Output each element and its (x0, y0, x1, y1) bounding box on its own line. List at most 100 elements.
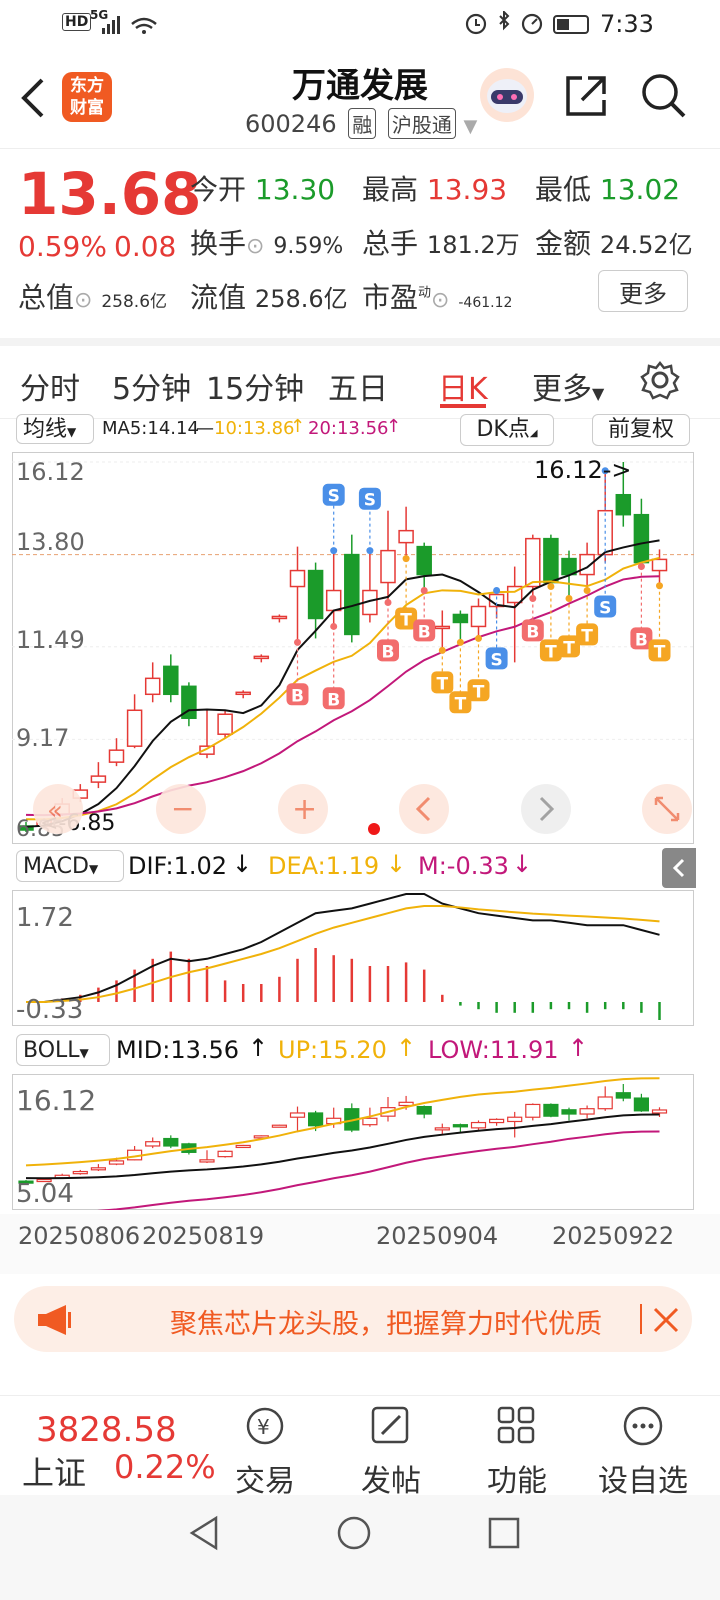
zoom-in-button[interactable] (278, 784, 328, 834)
x-label-4: 20250922 (552, 1222, 675, 1250)
turnover-label: 换手 (190, 227, 247, 260)
boll-candle-body (36, 1178, 52, 1183)
tab-intraday[interactable]: 分时 (20, 372, 80, 407)
pe-value: -461.12 (458, 295, 513, 311)
app-logo[interactable]: 东方 财富 (62, 72, 112, 122)
more-quote-button[interactable]: 更多 (598, 270, 688, 312)
tab-more[interactable]: 更多▼ (532, 364, 604, 408)
share-icon[interactable] (562, 72, 610, 120)
ma10-value: 10:13.86 (214, 418, 295, 439)
signal-badge-b (521, 619, 544, 642)
home-circle-icon[interactable] (336, 1515, 372, 1551)
signal-dot (583, 587, 591, 595)
signal-dot (384, 598, 392, 606)
network-badge: HD (62, 13, 92, 31)
nav-post[interactable]: 发帖 (336, 1404, 446, 1500)
search-icon[interactable] (638, 70, 688, 120)
nav-function[interactable]: 功能 (462, 1404, 572, 1500)
signal-dot (493, 587, 501, 595)
macd-chart[interactable]: 1.72 -0.33 (12, 890, 694, 1026)
info-icon[interactable]: ⊙ (74, 288, 93, 313)
signal-dot (330, 622, 338, 630)
boll-selector[interactable]: BOLL▼ (16, 1034, 110, 1066)
zoom-out-button[interactable] (156, 784, 206, 834)
stock-code-row[interactable]: 600246 融 沪股通 ▼ (245, 108, 477, 139)
bottom-nav: 3828.58 上证 0.22% ¥ 交易 发帖 功能 设自选 (0, 1395, 720, 1499)
boll-candle-body (362, 1117, 378, 1126)
back-triangle-icon[interactable] (186, 1515, 222, 1551)
adjust-button[interactable]: 前复权 (592, 414, 690, 446)
signal-dot (529, 595, 537, 603)
signal-label: T (455, 694, 467, 714)
candle-body (289, 569, 306, 588)
signal-label: S (364, 491, 376, 511)
margin-tag: 融 (348, 108, 377, 139)
signal-badge-s (358, 487, 381, 510)
index-name[interactable]: 上证 (22, 1454, 87, 1492)
tab-5min[interactable]: 5分钟 (112, 372, 192, 407)
boll-candle-body (398, 1101, 414, 1107)
pe-label: 市盈 (362, 281, 419, 314)
tab-5day[interactable]: 五日 (328, 372, 388, 407)
connect-tag: 沪股通 (387, 108, 456, 139)
signal-badge-b (413, 619, 436, 642)
recents-square-icon[interactable] (486, 1515, 522, 1551)
boll-candle-body (108, 1160, 125, 1165)
plus-icon: + (292, 792, 317, 827)
signal-label: T (473, 682, 485, 702)
gear-icon[interactable] (640, 360, 680, 400)
collapse-tab[interactable] (662, 848, 696, 888)
macd-y-top: 1.72 (16, 903, 74, 933)
chart-controls: « − + (33, 784, 692, 835)
m-down-arrow: ↓ (512, 850, 533, 878)
candle-body (199, 745, 215, 755)
ma-selector[interactable]: 均线▼ (16, 414, 94, 444)
dea-down-arrow: ↓ (386, 850, 407, 878)
ma5-dash: — (196, 418, 214, 439)
robot-assistant-icon[interactable] (478, 66, 536, 124)
float-value: 258.6亿 (254, 285, 348, 313)
signal-dot (456, 638, 464, 646)
signal-badge-b (322, 687, 345, 710)
back-icon[interactable] (18, 76, 48, 120)
candle-body (452, 613, 469, 624)
kline-frame (12, 452, 694, 844)
macd-frame (12, 890, 694, 1026)
signal-label: S (328, 487, 340, 507)
boll-chart[interactable]: 16.12 5.04 (12, 1074, 694, 1210)
boll-candle-body (18, 1180, 34, 1184)
chevron-left-icon (415, 796, 431, 822)
boll-candle-body (163, 1137, 179, 1147)
tab-daily-k[interactable]: 日K (438, 372, 488, 407)
close-icon[interactable] (652, 1306, 680, 1334)
nav-watchlist[interactable]: 设自选 (588, 1404, 698, 1500)
info-icon[interactable]: ⊙ (246, 234, 265, 259)
info-icon[interactable]: ⊙ (431, 288, 450, 313)
next-button[interactable] (521, 784, 571, 834)
boll-up-arrow: ↑ (396, 1034, 417, 1062)
boll-mid-value: MID:13.56 (116, 1036, 240, 1064)
dk-point-label: DK点 (476, 417, 530, 442)
signal-dot (601, 467, 609, 475)
promo-banner[interactable]: 聚焦芯片龙头股，把握算力时代优质 (14, 1286, 692, 1352)
change-percent: 0.59% (18, 230, 107, 263)
macd-selector[interactable]: MACD▼ (16, 850, 124, 882)
index-value[interactable]: 3828.58 (36, 1410, 177, 1450)
boll-low-line (97, 1130, 660, 1210)
signal-label: B (526, 622, 539, 642)
candle-body (525, 537, 541, 588)
corner-arrow-icon: ◢ (529, 428, 538, 439)
prev-button[interactable] (399, 784, 449, 834)
candle-body (217, 713, 233, 735)
tab-15min[interactable]: 15分钟 (206, 372, 305, 407)
boll-candle-body (561, 1109, 577, 1115)
dk-point-button[interactable]: DK点◢ (460, 414, 554, 446)
rewind-button[interactable] (33, 784, 83, 834)
boll-mid-line (25, 1113, 660, 1180)
signal-label: 5G (90, 8, 109, 22)
signal-label: B (291, 686, 304, 706)
stock-name: 万通发展 (292, 66, 428, 106)
signal-badge-t (449, 691, 472, 714)
nav-trade[interactable]: ¥ 交易 (210, 1404, 320, 1500)
